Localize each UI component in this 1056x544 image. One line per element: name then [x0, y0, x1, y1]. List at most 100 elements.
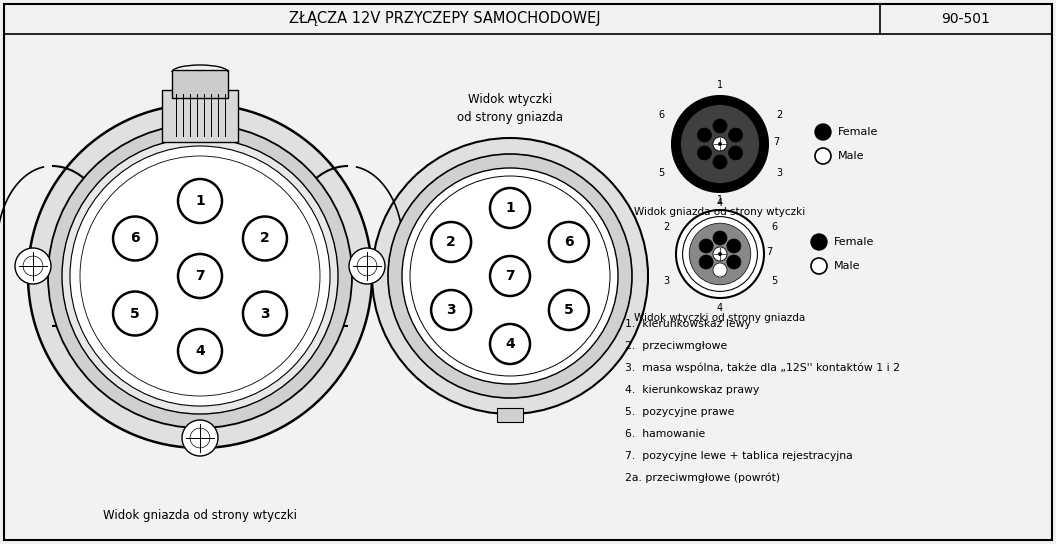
Text: 4: 4 [195, 344, 205, 358]
Circle shape [182, 420, 218, 456]
Circle shape [431, 222, 471, 262]
Circle shape [549, 290, 589, 330]
Circle shape [727, 255, 741, 269]
Circle shape [410, 176, 610, 376]
Circle shape [676, 210, 763, 298]
Text: 3: 3 [776, 169, 782, 178]
Text: 2: 2 [776, 109, 782, 120]
Text: 1: 1 [717, 195, 723, 205]
Text: 2: 2 [447, 235, 456, 249]
Circle shape [388, 154, 631, 398]
Circle shape [402, 168, 618, 384]
Circle shape [62, 138, 338, 414]
Circle shape [190, 428, 210, 448]
Text: 5.  pozycyjne prawe: 5. pozycyjne prawe [625, 407, 734, 417]
Text: 90-501: 90-501 [942, 12, 991, 26]
Circle shape [372, 138, 648, 414]
Circle shape [178, 179, 222, 223]
Text: 1: 1 [195, 194, 205, 208]
Circle shape [811, 234, 827, 250]
Circle shape [729, 146, 742, 160]
Circle shape [713, 137, 727, 151]
Circle shape [690, 223, 751, 285]
Text: 7.  pozycyjne lewe + tablica rejestracyjna: 7. pozycyjne lewe + tablica rejestracyjn… [625, 451, 853, 461]
Circle shape [713, 155, 727, 169]
Text: 2a. przeciwmgłowe (powrót): 2a. przeciwmgłowe (powrót) [625, 473, 780, 483]
Text: Male: Male [838, 151, 865, 161]
Circle shape [681, 104, 759, 183]
Text: 3: 3 [260, 306, 269, 320]
Circle shape [549, 222, 589, 262]
Circle shape [80, 156, 320, 396]
Circle shape [718, 252, 721, 256]
Text: 7: 7 [195, 269, 205, 283]
Circle shape [815, 124, 831, 140]
Circle shape [243, 217, 287, 261]
Text: 5: 5 [658, 169, 664, 178]
Text: Widok wtyczki od strony gniazda: Widok wtyczki od strony gniazda [635, 313, 806, 323]
Text: 2: 2 [260, 232, 270, 245]
Circle shape [729, 128, 742, 142]
Circle shape [699, 255, 713, 269]
Bar [497, 408, 523, 422]
Circle shape [348, 248, 385, 284]
Circle shape [713, 247, 727, 261]
Circle shape [490, 324, 530, 364]
Text: 5: 5 [564, 303, 573, 317]
Text: ZŁĄCZA 12V PRZYCZEPY SAMOCHODOWEJ: ZŁĄCZA 12V PRZYCZEPY SAMOCHODOWEJ [289, 11, 601, 27]
Text: 6: 6 [771, 222, 777, 232]
Circle shape [699, 239, 713, 253]
Text: 2: 2 [663, 222, 670, 232]
Circle shape [178, 329, 222, 373]
Text: 6: 6 [658, 109, 664, 120]
Text: 3: 3 [663, 276, 670, 286]
Text: 4: 4 [717, 303, 723, 313]
Text: 4: 4 [505, 337, 515, 351]
Circle shape [29, 104, 372, 448]
Circle shape [70, 146, 329, 406]
Circle shape [672, 96, 768, 192]
Text: Male: Male [834, 261, 861, 271]
Text: 3: 3 [447, 303, 456, 317]
Text: Female: Female [834, 237, 874, 247]
Bar [172, 70, 228, 98]
Text: 6: 6 [564, 235, 573, 249]
Circle shape [48, 124, 352, 428]
Circle shape [357, 256, 377, 276]
Text: 1: 1 [717, 80, 723, 90]
Circle shape [713, 263, 727, 277]
Circle shape [697, 128, 712, 142]
Text: 5: 5 [771, 276, 777, 286]
Text: 6: 6 [130, 232, 139, 245]
Text: 3.  masa wspólna, także dla „12S'' kontaktów 1 i 2: 3. masa wspólna, także dla „12S'' kontak… [625, 363, 900, 373]
Circle shape [113, 217, 157, 261]
Text: 1: 1 [505, 201, 515, 215]
Text: 2.  przeciwmgłowe: 2. przeciwmgłowe [625, 341, 728, 351]
Circle shape [243, 292, 287, 336]
Circle shape [815, 148, 831, 164]
Text: Female: Female [838, 127, 879, 137]
Text: Widok gniazda od strony wtyczki: Widok gniazda od strony wtyczki [635, 207, 806, 217]
Text: 7: 7 [773, 137, 779, 146]
Circle shape [490, 188, 530, 228]
Text: 1.  kierunkowskaz lewy: 1. kierunkowskaz lewy [625, 319, 751, 329]
Text: 4: 4 [717, 198, 723, 208]
Text: Widok gniazda od strony wtyczki: Widok gniazda od strony wtyczki [103, 510, 297, 522]
Circle shape [431, 290, 471, 330]
Circle shape [178, 254, 222, 298]
Text: 5: 5 [130, 306, 140, 320]
Text: 7: 7 [767, 247, 773, 257]
Circle shape [713, 119, 727, 133]
Circle shape [718, 142, 721, 146]
Bar [162, 90, 238, 142]
Circle shape [113, 292, 157, 336]
Text: od strony gniazda: od strony gniazda [457, 112, 563, 125]
Circle shape [713, 231, 727, 245]
Text: 4.  kierunkowskaz prawy: 4. kierunkowskaz prawy [625, 385, 759, 395]
Circle shape [682, 217, 757, 292]
Circle shape [490, 256, 530, 296]
Circle shape [727, 239, 741, 253]
Text: 7: 7 [505, 269, 515, 283]
Text: 6.  hamowanie: 6. hamowanie [625, 429, 705, 439]
Circle shape [15, 248, 51, 284]
